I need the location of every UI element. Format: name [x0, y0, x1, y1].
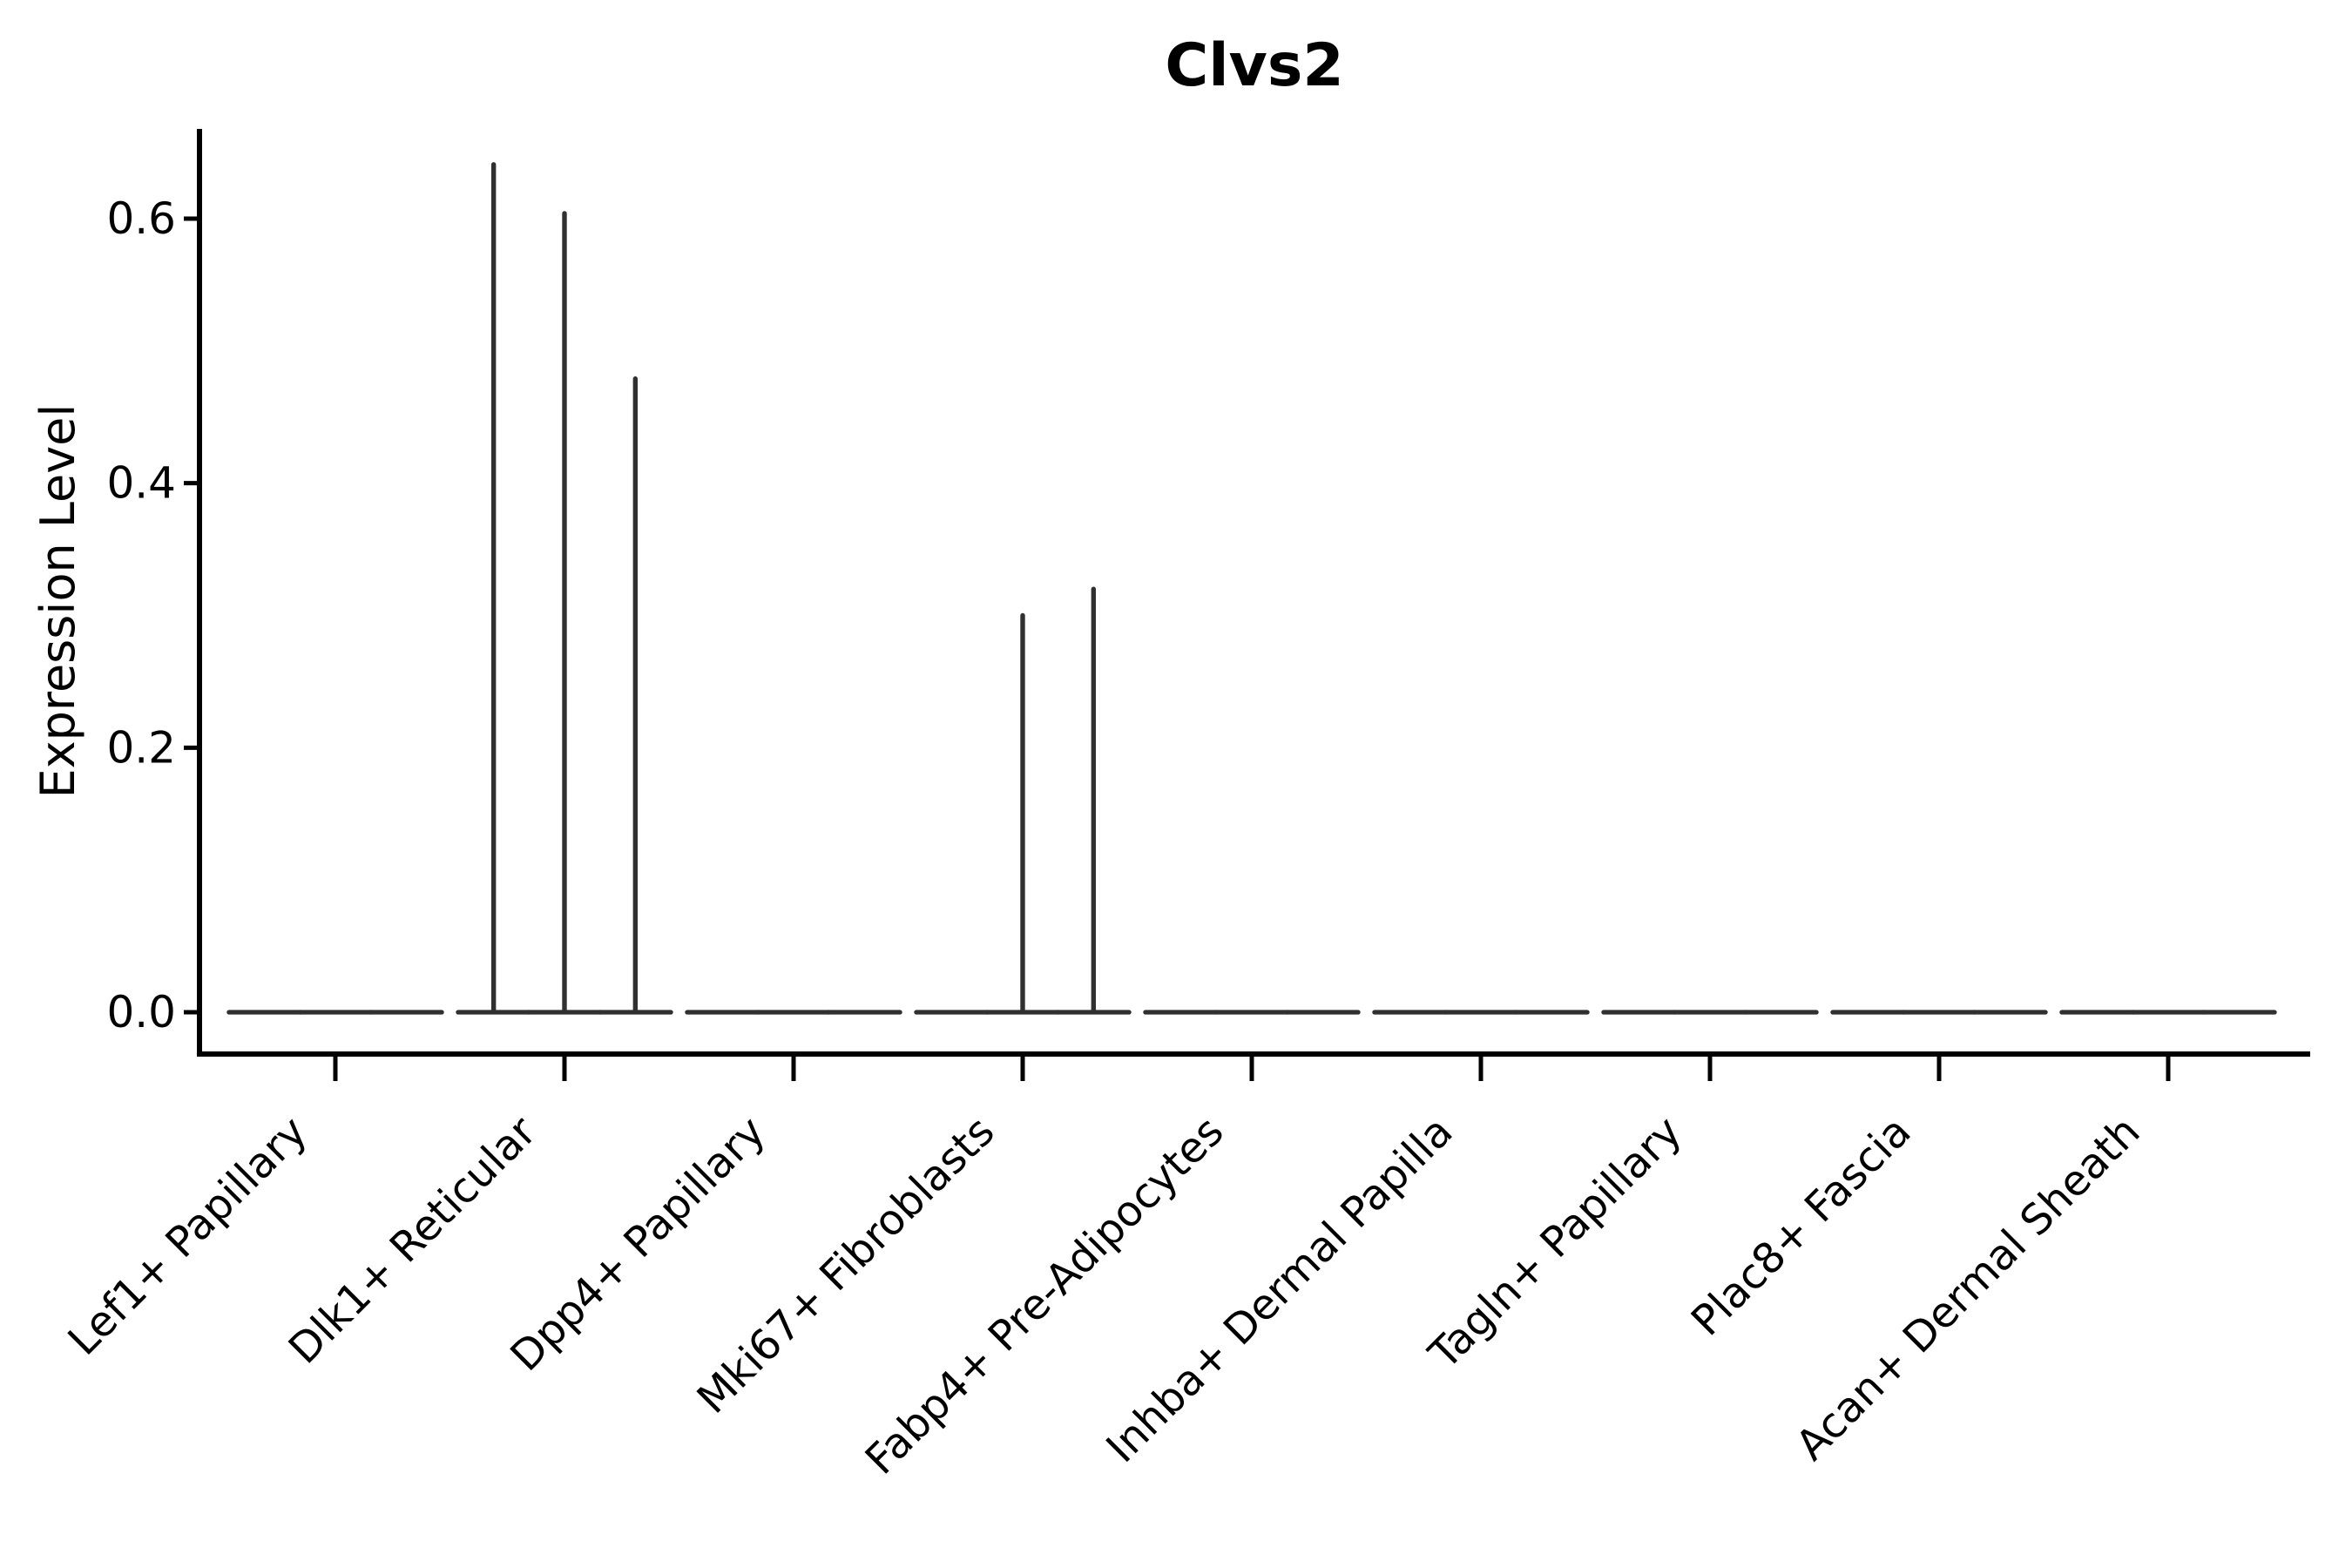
y-axis-ticks: 0.0 0.2 0.4 0.6: [106, 193, 199, 1037]
y-tick-label: 0.0: [106, 987, 176, 1037]
y-tick-label: 0.6: [106, 193, 176, 244]
violins: [226, 162, 2277, 1015]
y-tick-label: 0.4: [106, 458, 176, 509]
y-axis-label: Expression Level: [30, 404, 85, 799]
axes: [197, 129, 2310, 1057]
x-tick-label: Plac8+ Fascia: [1682, 1107, 1921, 1346]
x-tick-label: Lef1+ Papillary: [59, 1107, 317, 1365]
x-tick-label: Dpp4+ Papillary: [501, 1107, 774, 1381]
x-tick-label: Tagln+ Papillary: [1419, 1107, 1691, 1379]
y-tick-label: 0.2: [106, 722, 176, 773]
chart-title: Clvs2: [1165, 31, 1343, 100]
x-tick-label: Dlk1+ Reticular: [280, 1107, 546, 1374]
